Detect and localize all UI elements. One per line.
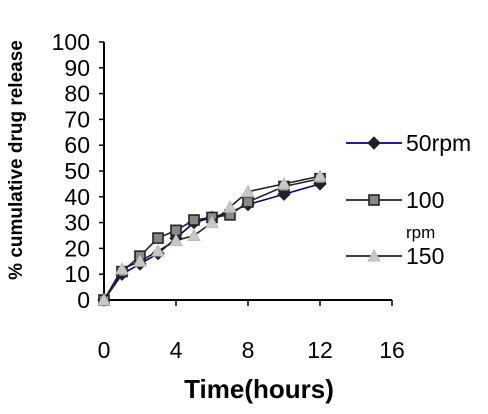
- legend-marker: [367, 136, 381, 150]
- data-point: [169, 233, 183, 247]
- legend-label: 150: [406, 243, 444, 269]
- data-point: [205, 215, 219, 229]
- data-point: [152, 232, 164, 244]
- y-tick-label: 60: [64, 132, 90, 158]
- data-point: [188, 214, 200, 226]
- data-point: [133, 254, 147, 267]
- x-tick-label: 4: [170, 337, 183, 363]
- x-axis-title: Time(hours): [184, 374, 334, 404]
- legend-label: 100 rpm: [406, 187, 444, 242]
- data-point: [313, 169, 327, 182]
- data-point: [242, 196, 254, 208]
- x-tick-label: 16: [379, 337, 405, 363]
- x-tick-label: 0: [98, 337, 111, 363]
- data-point: [151, 243, 165, 257]
- y-tick-label: 40: [64, 184, 90, 210]
- legend-marker: [367, 248, 381, 262]
- y-tick-label: 50: [64, 158, 90, 184]
- y-tick-label: 30: [64, 210, 90, 236]
- data-point: [97, 292, 111, 306]
- x-tick-label: 8: [242, 337, 255, 363]
- y-tick-label: 100: [52, 29, 90, 55]
- y-tick-label: 20: [64, 235, 90, 261]
- y-tick-label: 80: [64, 81, 90, 107]
- series-line: [103, 183, 321, 301]
- data-point: [241, 184, 255, 198]
- data-point: [277, 176, 291, 190]
- y-tick-label: 10: [64, 261, 90, 287]
- legend-item: 50rpm: [346, 130, 471, 156]
- data-point: [223, 200, 237, 213]
- legend-marker: [368, 194, 380, 206]
- legend-item: 150: [346, 243, 444, 269]
- series-layer: [97, 169, 327, 307]
- x-tick-label: 12: [307, 337, 333, 363]
- y-axis-title: % cumulative drug release: [6, 40, 27, 280]
- legend-label: 50rpm: [406, 130, 471, 156]
- y-tick-label: 0: [77, 287, 90, 313]
- data-point: [187, 228, 201, 241]
- series-1: [97, 177, 327, 307]
- series-2: [98, 172, 326, 306]
- y-tick-label: 90: [64, 55, 90, 81]
- legend-item: 100 rpm: [346, 187, 444, 242]
- data-point: [115, 261, 129, 275]
- y-tick-label: 70: [64, 106, 90, 132]
- series-3: [97, 169, 327, 306]
